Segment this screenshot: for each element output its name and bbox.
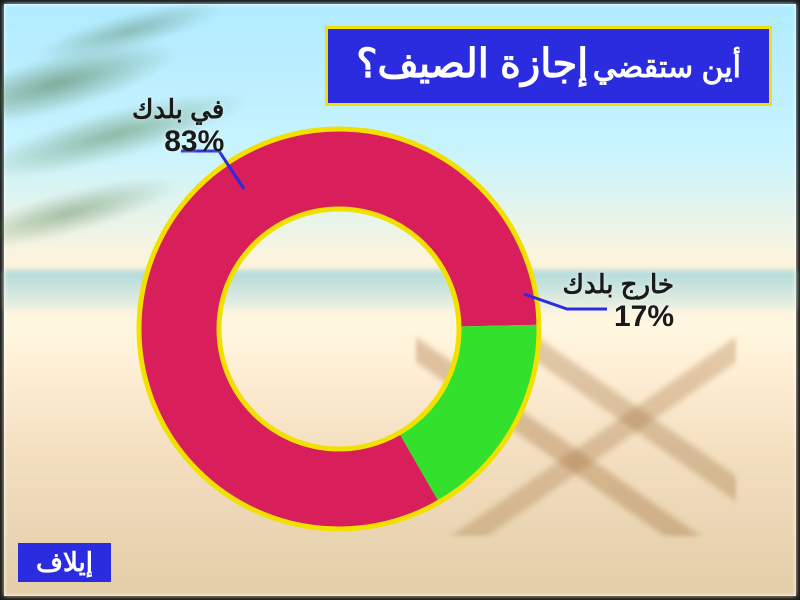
donut-svg [124, 114, 554, 544]
title-line1: أين ستقضي [593, 51, 741, 84]
slice-label-abroad: خارج بلدك 17% [563, 269, 674, 334]
slice-pct-abroad: 17% [563, 300, 674, 334]
title-panel: أين ستقضي إجازة الصيف؟ [325, 26, 772, 106]
donut-chart: في بلدك 83% خارج بلدك 17% [124, 114, 554, 544]
slice-label-home: في بلدك 83% [132, 94, 224, 159]
source-badge: إيلاف [18, 543, 111, 582]
source-label: إيلاف [36, 547, 93, 577]
donut-inner-outline [219, 209, 459, 449]
slice-name-home: في بلدك [132, 94, 224, 125]
title-line2: إجازة الصيف؟ [356, 42, 588, 86]
slice-pct-home: 83% [132, 125, 224, 159]
slice-name-abroad: خارج بلدك [563, 269, 674, 300]
